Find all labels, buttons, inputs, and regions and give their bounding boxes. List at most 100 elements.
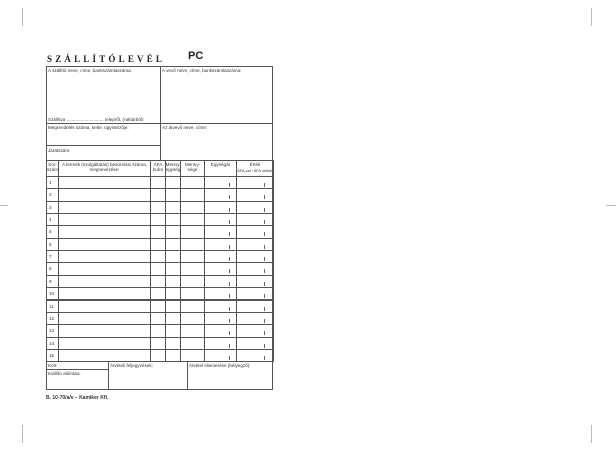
table-cell bbox=[204, 176, 237, 190]
row-number: 4 bbox=[49, 217, 52, 223]
price-divider-tick bbox=[229, 195, 230, 200]
price-divider-tick bbox=[229, 269, 230, 274]
value-divider-tick bbox=[264, 207, 265, 212]
table-cell bbox=[165, 274, 181, 289]
table-cell bbox=[150, 176, 166, 190]
table-cell bbox=[180, 225, 205, 239]
row-number: 3 bbox=[49, 204, 52, 210]
table-cell bbox=[165, 176, 181, 190]
price-divider-tick bbox=[229, 294, 230, 299]
price-divider-tick bbox=[229, 331, 230, 336]
table-cell bbox=[236, 274, 274, 289]
value-subheader: ÁFA-val / ÁFA nélkül bbox=[237, 169, 272, 173]
header-label: A termék (szolgáltatás) besorolási száma… bbox=[61, 162, 148, 172]
row-number: 9 bbox=[49, 278, 52, 284]
table-cell bbox=[204, 262, 237, 276]
value-divider-tick bbox=[264, 331, 265, 336]
table-cell bbox=[236, 200, 274, 215]
order-label: Megrendelés száma, kelte, ügyintézője: bbox=[48, 125, 129, 130]
table-cell bbox=[150, 287, 166, 301]
crop-mark bbox=[591, 8, 592, 26]
recipient-label: Az átvevő neve, címe: bbox=[162, 125, 208, 130]
value-divider-tick bbox=[264, 183, 265, 187]
table-cell bbox=[204, 200, 237, 215]
value-divider-tick bbox=[264, 281, 265, 286]
table-cell bbox=[204, 274, 237, 289]
imprint: B. 10-70/a/v – Kamiker Kft. bbox=[46, 396, 109, 401]
table-cell bbox=[150, 336, 166, 350]
date-label: Kelt: bbox=[48, 363, 58, 368]
table-cell bbox=[204, 336, 237, 350]
table-cell bbox=[165, 287, 181, 301]
value-divider-tick bbox=[264, 306, 265, 311]
value-divider-tick bbox=[264, 244, 265, 249]
table-cell bbox=[236, 336, 274, 350]
row-number: 15 bbox=[49, 352, 55, 358]
table-cell bbox=[58, 262, 151, 276]
price-divider-tick bbox=[229, 343, 230, 348]
table-cell bbox=[58, 225, 151, 239]
price-divider-tick bbox=[229, 318, 230, 323]
table-cell bbox=[236, 237, 274, 252]
table-cell bbox=[236, 287, 274, 301]
shipping-line: Szállítva ............................. … bbox=[48, 117, 144, 122]
table-cell bbox=[204, 311, 237, 326]
table-cell bbox=[150, 299, 166, 313]
price-divider-tick bbox=[229, 355, 230, 360]
table-cell bbox=[58, 324, 151, 338]
table-cell bbox=[58, 287, 151, 301]
table-cell bbox=[180, 287, 205, 301]
table-cell bbox=[165, 200, 181, 215]
table-cell bbox=[150, 324, 166, 338]
table-cell bbox=[150, 311, 166, 326]
table-cell bbox=[236, 324, 274, 338]
table-cell bbox=[165, 237, 181, 252]
table-cell bbox=[204, 188, 237, 202]
price-divider-tick bbox=[229, 244, 230, 249]
header-label: Sor- szám bbox=[47, 162, 58, 172]
table-cell bbox=[58, 176, 151, 190]
table-cell bbox=[165, 188, 181, 202]
header-label: Egységár bbox=[210, 162, 231, 167]
row-number: 8 bbox=[49, 266, 52, 272]
table-cell bbox=[58, 237, 151, 252]
table-cell bbox=[236, 176, 274, 190]
table-cell bbox=[204, 225, 237, 239]
supplier-box bbox=[46, 66, 161, 124]
row-number: 10 bbox=[49, 291, 55, 297]
price-divider-tick bbox=[229, 281, 230, 286]
table-cell bbox=[236, 225, 274, 239]
table-cell bbox=[150, 250, 166, 264]
table-cell bbox=[204, 250, 237, 264]
table-cell bbox=[165, 250, 181, 264]
receipt-box bbox=[187, 361, 273, 390]
value-divider-tick bbox=[264, 269, 265, 274]
row-number: 13 bbox=[49, 328, 55, 334]
value-divider-tick bbox=[264, 355, 265, 360]
table-cell bbox=[236, 262, 274, 276]
table-cell bbox=[180, 250, 205, 264]
table-cell bbox=[150, 237, 166, 252]
row-number: 5 bbox=[49, 229, 52, 235]
table-cell bbox=[180, 188, 205, 202]
table-cell bbox=[150, 262, 166, 276]
table-cell bbox=[165, 324, 181, 338]
table-cell bbox=[204, 324, 237, 338]
imprint-text: B. 10-70/a/v – Kamiker Kft. bbox=[46, 395, 109, 401]
table-cell bbox=[180, 237, 205, 252]
row-number: 7 bbox=[49, 254, 52, 260]
value-divider-tick bbox=[264, 195, 265, 200]
table-cell bbox=[236, 299, 274, 313]
table-cell bbox=[58, 299, 151, 313]
table-cell bbox=[150, 188, 166, 202]
table-cell bbox=[236, 250, 274, 264]
table-cell bbox=[180, 311, 205, 326]
table-cell bbox=[165, 262, 181, 276]
table-cell bbox=[58, 213, 151, 227]
header-label: ÁFA kulcs bbox=[152, 162, 164, 172]
row-number: 1 bbox=[49, 180, 52, 185]
crop-mark bbox=[0, 205, 8, 206]
table-cell bbox=[236, 188, 274, 202]
value-divider-tick bbox=[264, 318, 265, 323]
